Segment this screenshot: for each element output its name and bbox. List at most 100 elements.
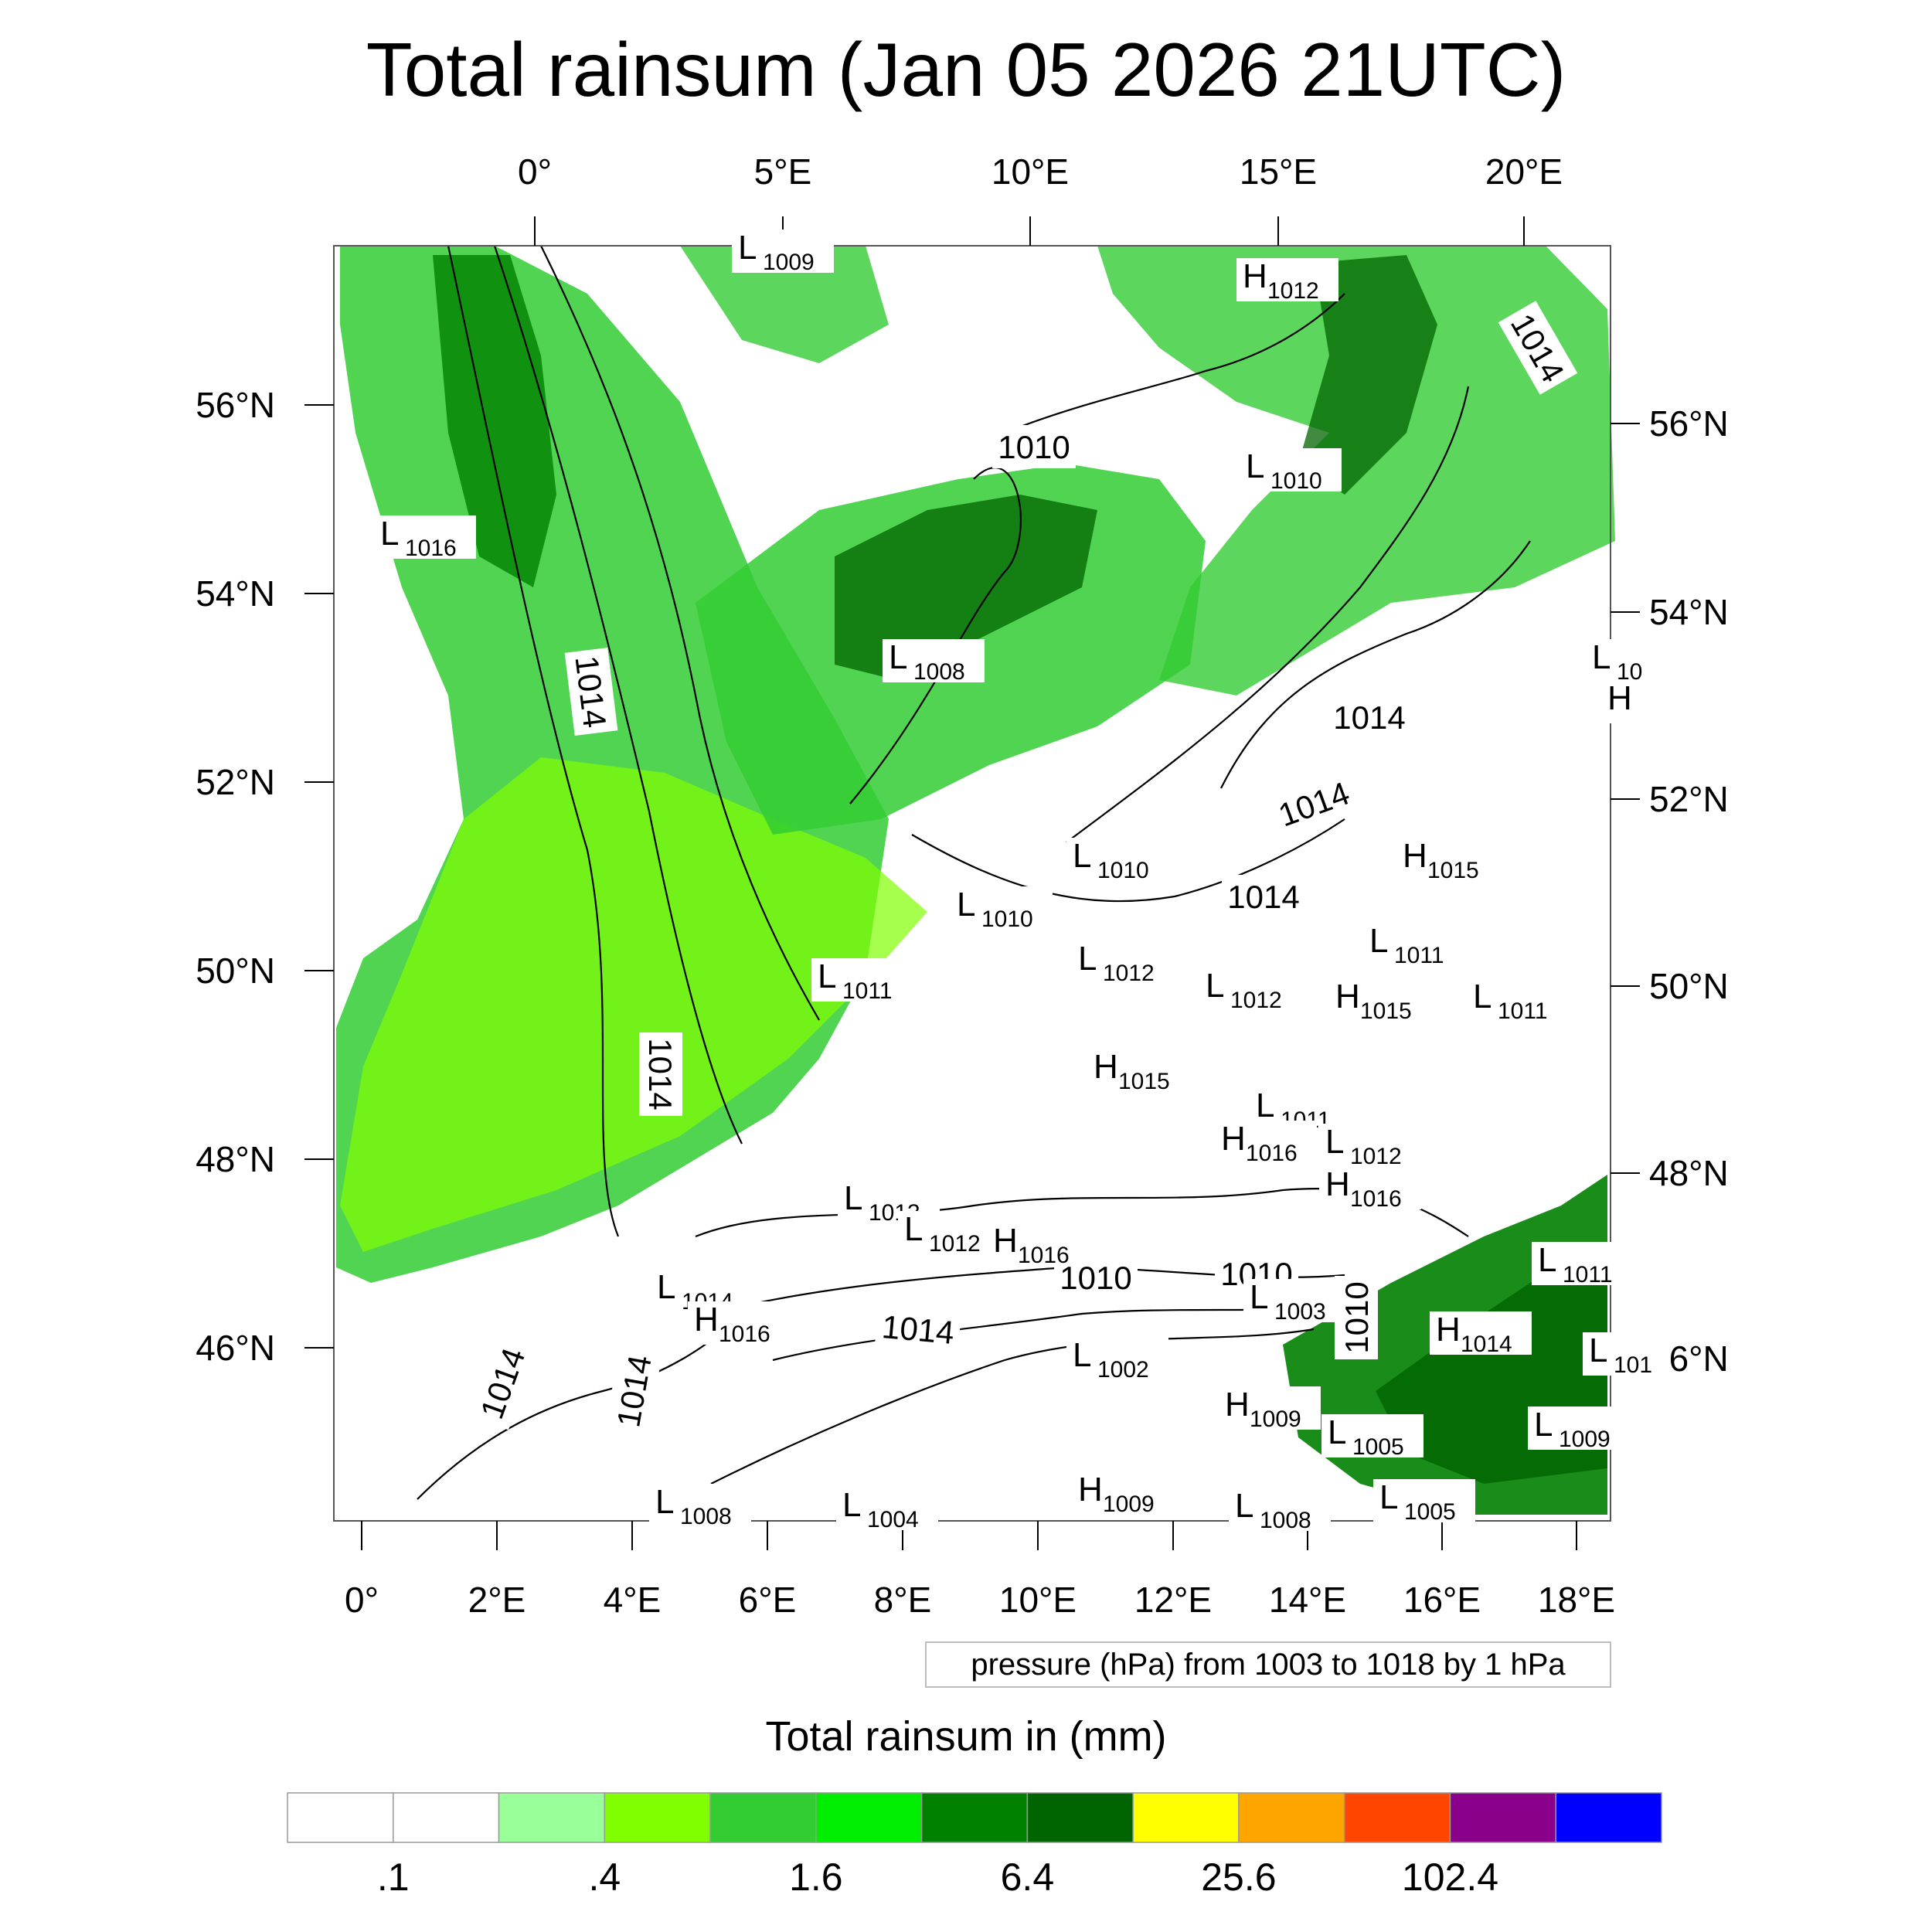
rain-area-west-light [340,757,927,1252]
pressure-center-value: 1012 [1350,1144,1402,1169]
pressure-center-bg [987,1223,1089,1266]
pressure-center-value: 1009 [1250,1406,1301,1432]
pressure-center-bg [951,886,1053,930]
pressure-center-letter: L [1206,967,1224,1005]
pressure-center: L 1010 [1066,837,1168,883]
pressure-center-letter: L [1534,1406,1553,1444]
axis-labels: 0° 5°E 10°E 15°E 20°E 0° 2°E 4°E 6°E 8°E 10°E 12°E 1… [196,151,1729,1620]
isobar-label-group: 1014 [605,1345,662,1437]
pressure-center-value: 1009 [1103,1492,1155,1517]
isobar-label-group: 1014 [874,1304,962,1355]
pressure-center-letter: L [818,957,836,995]
rain-area-west-dark [433,255,556,587]
right-lat-label: 56°N [1649,403,1729,444]
colorbar-swatch [1555,1792,1662,1843]
pressure-center-value: 1012 [929,1231,981,1257]
pressure-center-bg [1066,1337,1168,1380]
colorbar-title: Total rainsum in (mm) [765,1713,1167,1760]
top-lon-label: 20°E [1485,151,1563,192]
pressure-center-value: 1012 [1267,278,1319,304]
isobar-line [540,245,820,1021]
bottom-lon-label: 18°E [1538,1580,1615,1620]
pressure-center-letter: H [1436,1311,1461,1349]
pressure-center-bg [688,1301,790,1345]
pressure-center-value: 1009 [1559,1427,1611,1452]
pressure-center: L 1010 [1240,447,1342,494]
isobar-label: 1014 [1333,699,1405,736]
rain-shading [336,246,1615,1515]
pressure-center-letter: L [1473,978,1492,1015]
pressure-center-value: 1010 [1270,468,1322,494]
pressure-center-letter: H [1325,1165,1350,1203]
isobar-label: 1014 [1227,879,1299,915]
isobar-label: 1014 [642,1038,679,1110]
pressure-center-value: 1014 [1461,1332,1512,1357]
pressure-center-bg [1199,968,1301,1011]
bottom-lon-label: 8°E [874,1580,932,1620]
isobars [417,245,1531,1500]
map-title: Total rainsum (Jan 05 2026 21UTC) [366,27,1566,112]
left-lat-label: 50°N [196,951,275,991]
isobar-line [1066,386,1470,843]
pressure-center: L 1012 [1199,967,1301,1013]
pressure-center-value: 1015 [1118,1069,1170,1094]
pressure-center: L 10 [1586,638,1657,685]
pressure-center-letter: L [1328,1413,1346,1451]
colorbar-tick-label: 25.6 [1201,1855,1276,1899]
pressure-center-letter: H [1225,1386,1250,1423]
axis-ticks [304,216,1640,1550]
pressure-center-value: 1012 [1103,961,1155,986]
pressure-center: L 1008 [1229,1487,1331,1533]
pressure-center-letter: L [1538,1241,1556,1279]
pressure-center-letter: L [657,1268,675,1306]
pressure-center: H 1016 [1319,1165,1421,1212]
colorbar-swatch [1026,1792,1134,1843]
pressure-center: L 1012 [1319,1123,1421,1169]
pressure-center-letter: H [1221,1120,1246,1158]
bottom-lon-label: 0° [345,1580,379,1620]
pressure-center-letter: L [904,1210,923,1248]
pressure-center-bg [1319,1166,1421,1209]
isobar-label-bg [1328,696,1411,739]
top-lon-label: 5°E [754,151,812,192]
pressure-center-letter: L [1250,1278,1268,1316]
colorbar-swatch [815,1792,923,1843]
pressure-center-letter: H [1078,1471,1103,1509]
pressure-center-letter: H [694,1301,719,1338]
left-lat-label: 48°N [196,1139,275,1179]
bottom-lon-label: 2°E [468,1580,526,1620]
isobar-label-bg [605,1345,662,1437]
pressure-center-value: 1002 [1097,1357,1149,1383]
pressure-center-letter: H [1094,1048,1118,1086]
pressure-center: L 101 [1583,1332,1669,1378]
pressure-center: L 1008 [883,638,985,685]
colorbar-swatch [1132,1792,1240,1843]
pressure-center: L 1011 [811,957,913,1004]
pressure-center-letter: L [1235,1487,1253,1525]
pressure-center-bg [836,1487,938,1530]
top-lon-label: 10°E [992,151,1069,192]
pressure-center: L 1003 [1243,1278,1345,1325]
pressure-center: L 1011 [1363,922,1465,968]
isobar-label-group: 1014 [1328,696,1411,739]
top-lon-label: 15°E [1240,151,1317,192]
pressure-center-value: 1005 [1404,1499,1456,1525]
pressure-center-letter: L [957,886,975,923]
pressure-center-letter: L [380,515,399,553]
pressure-center-letter: L [738,229,757,267]
pressure-center-letter: L [1369,922,1388,960]
pressure-center-value: 1008 [1260,1508,1311,1533]
pressure-center: L 1012 [1072,940,1174,986]
map-frame [333,245,1611,1522]
pressure-center-bg [374,515,476,559]
pressure-center-bg [1601,680,1641,723]
pressure-center: H 1016 [1215,1120,1317,1166]
pressure-center-letter: L [844,1179,862,1217]
pressure-center-bg [883,639,985,682]
isobar-line [710,1328,1315,1485]
pressure-center-letter: H [1607,679,1632,717]
pressure-center-bg [1236,258,1338,301]
pressure-center-letter: L [1246,447,1264,485]
bottom-lon-label: 12°E [1134,1580,1212,1620]
pressure-center: L 1011 [1532,1241,1634,1287]
